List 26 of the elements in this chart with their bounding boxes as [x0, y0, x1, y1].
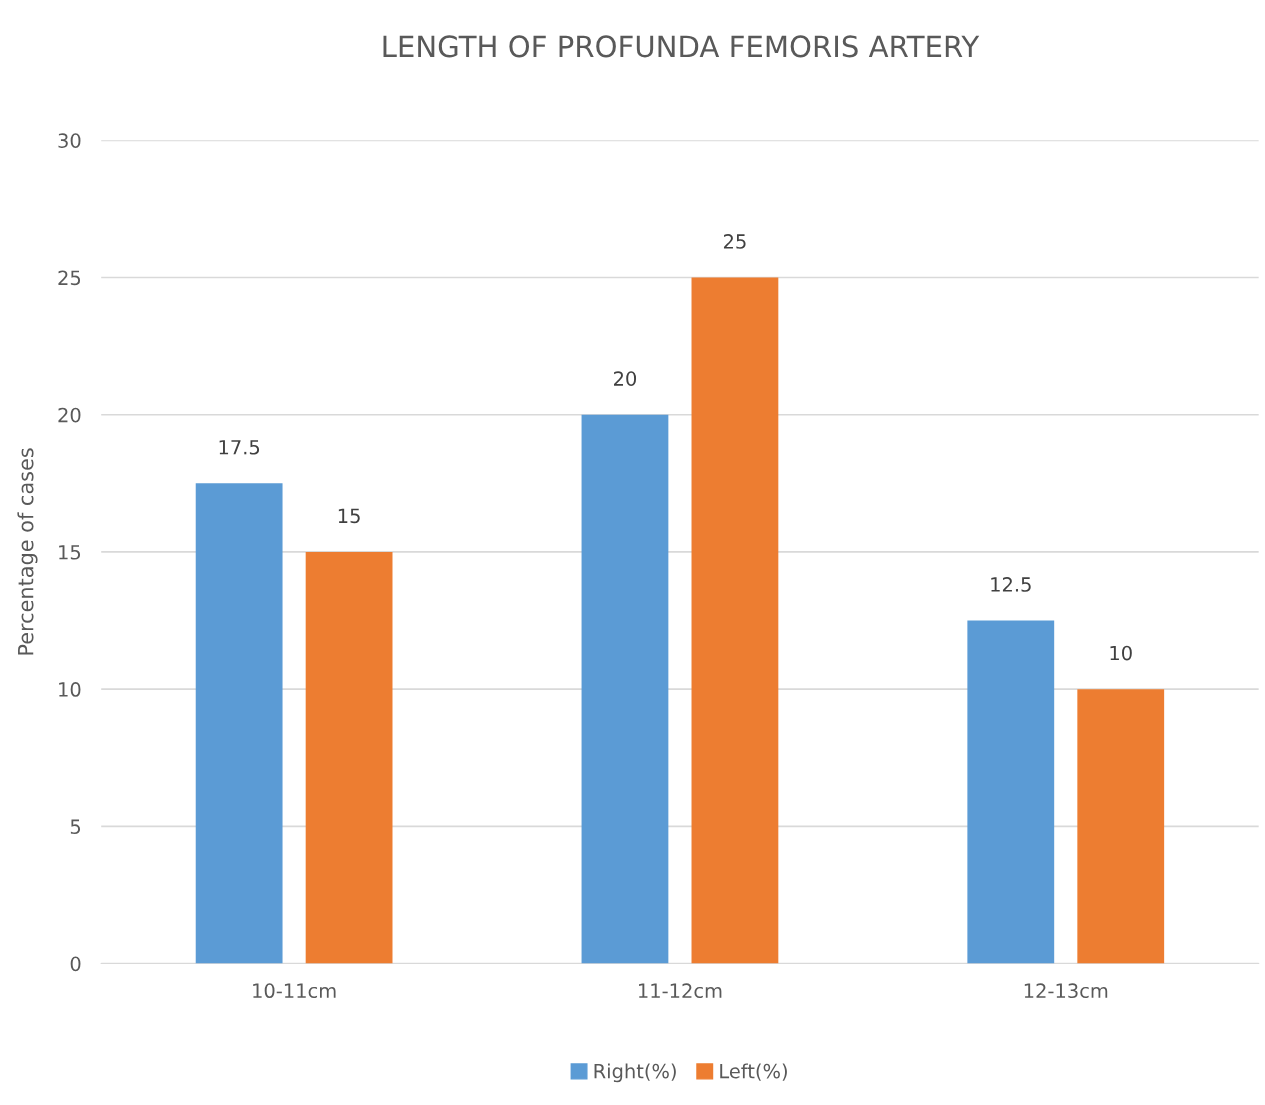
- data-label: 15: [338, 508, 360, 524]
- data-label: 20: [614, 371, 637, 386]
- bar: [967, 620, 1055, 964]
- x-tick-label: 12-13cm: [1024, 983, 1108, 999]
- y-axis-title: Percentage of cases: [17, 448, 38, 655]
- legend-label: Right(%): [594, 1063, 676, 1083]
- x-tick-label: 11-12cm: [639, 983, 722, 999]
- y-tick-label: 0: [70, 956, 81, 972]
- y-tick-label: 15: [59, 545, 81, 560]
- bar: [691, 277, 779, 964]
- y-tick-label: 30: [58, 133, 81, 148]
- data-label: 25: [723, 234, 746, 249]
- y-tick-label: 10: [59, 682, 81, 697]
- data-label: 10: [1110, 645, 1132, 661]
- bar: [305, 551, 393, 964]
- bar: [1077, 689, 1165, 964]
- bar: [581, 414, 669, 964]
- y-tick-label: 25: [58, 270, 81, 286]
- y-tick-label: 5: [70, 819, 81, 835]
- legend-label: Left(%): [720, 1063, 787, 1081]
- x-tick-label: 10-11cm: [253, 983, 336, 999]
- chart-title: LENGTH OF PROFUNDA FEMORIS ARTERY: [383, 35, 980, 58]
- bar: [195, 483, 283, 964]
- data-label: 17.5: [219, 440, 260, 455]
- y-tick-label: 20: [58, 407, 81, 423]
- data-label: 12.5: [991, 577, 1031, 592]
